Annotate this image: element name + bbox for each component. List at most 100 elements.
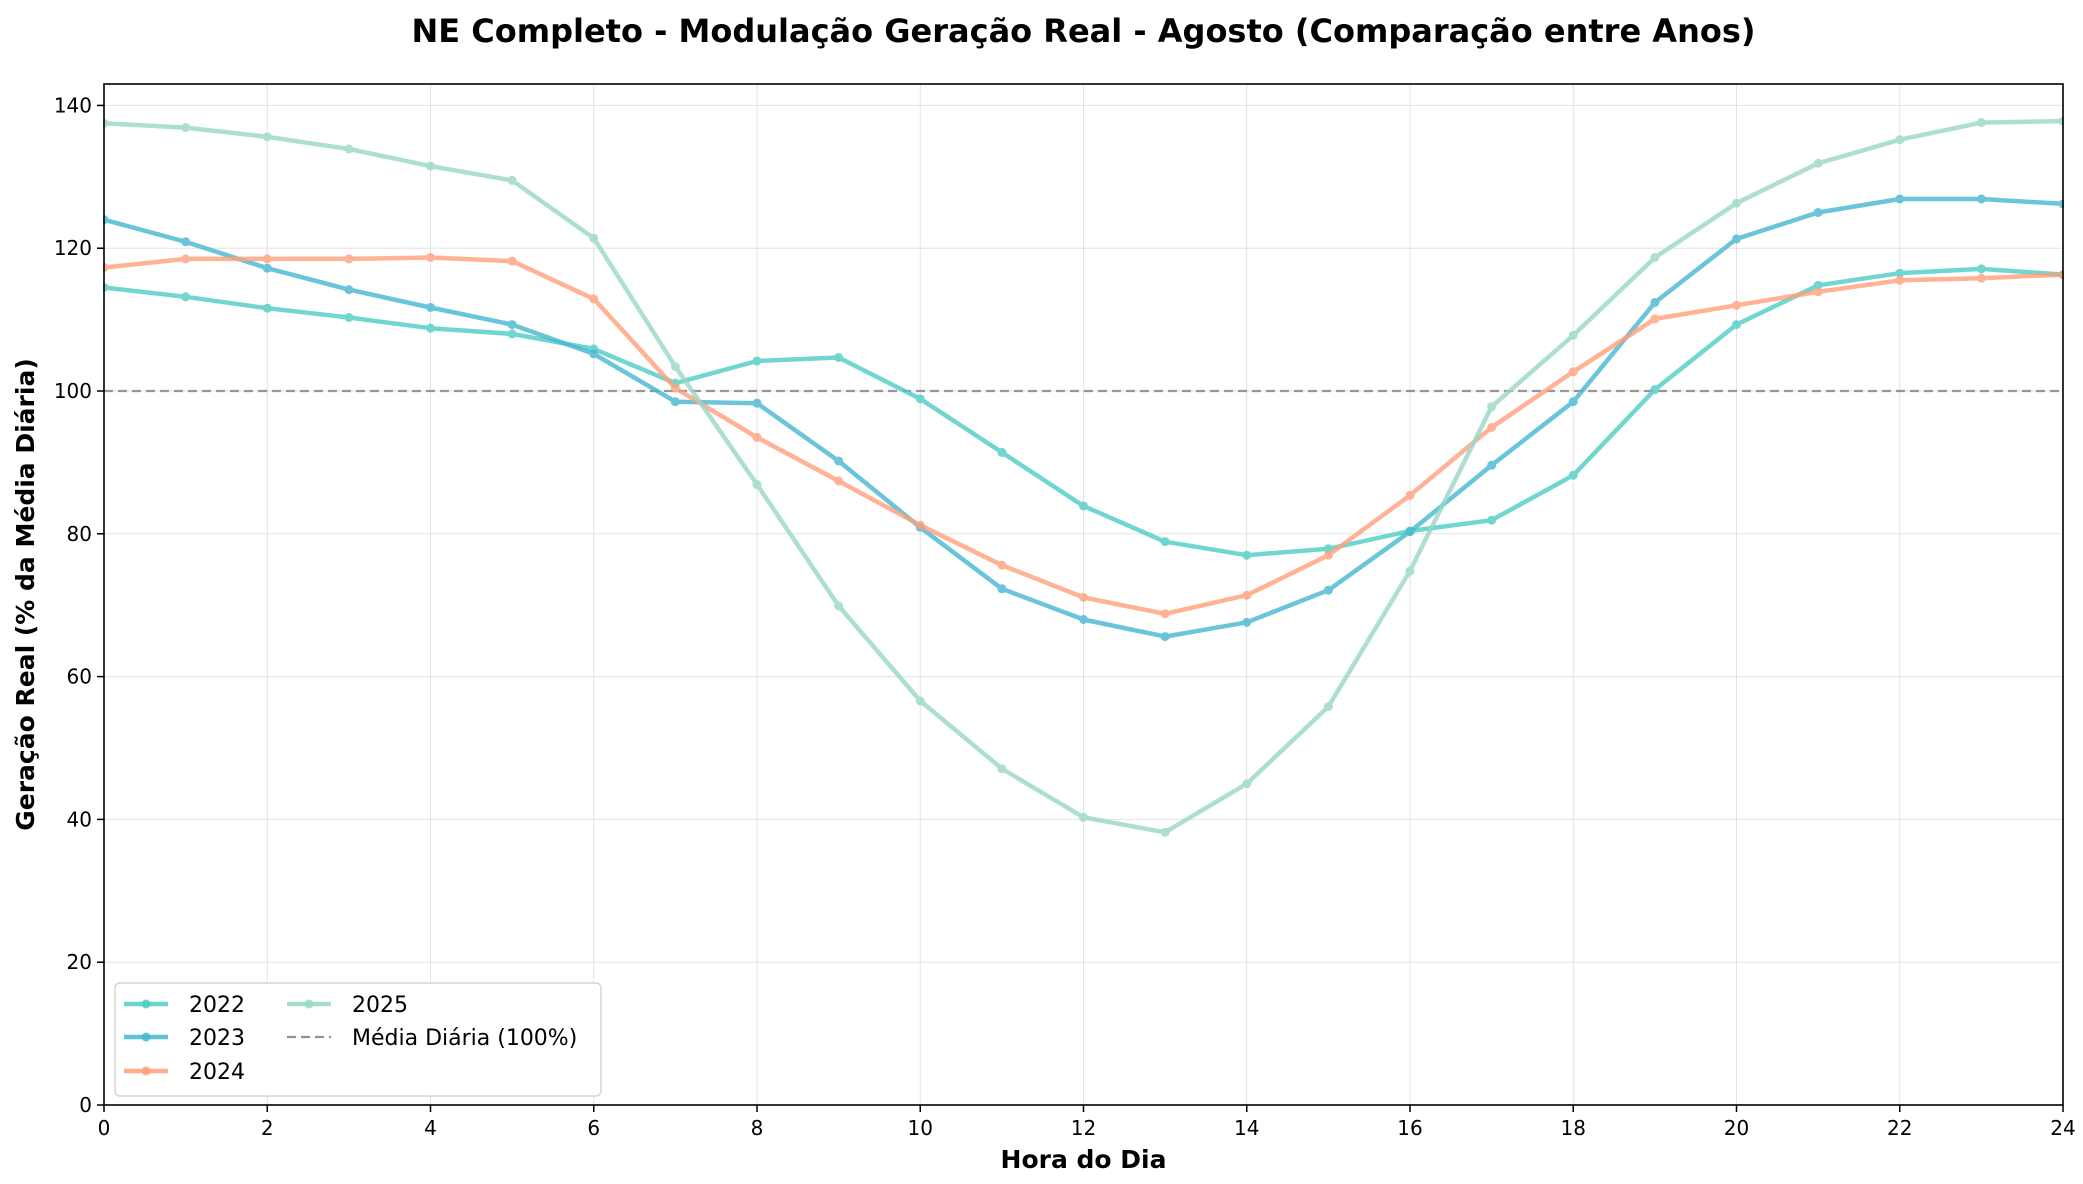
chart-title: NE Completo - Modulação Geração Real - A… xyxy=(411,12,1755,50)
legend-marker xyxy=(305,1000,314,1009)
data-point-2023 xyxy=(508,320,517,329)
data-point-2025 xyxy=(1324,702,1333,711)
data-point-2024 xyxy=(1814,287,1823,296)
y-tick-label: 80 xyxy=(67,522,92,546)
data-point-2024 xyxy=(1487,423,1496,432)
data-point-2025 xyxy=(1569,331,1578,340)
data-point-2022 xyxy=(916,394,925,403)
data-point-2023 xyxy=(1732,234,1741,243)
data-point-2022 xyxy=(1650,385,1659,394)
data-point-2024 xyxy=(1895,276,1904,285)
data-point-2022 xyxy=(1569,471,1578,480)
x-tick-label: 10 xyxy=(908,1116,933,1140)
data-point-2025 xyxy=(1242,779,1251,788)
data-point-2023 xyxy=(1569,397,1578,406)
data-point-2024 xyxy=(1732,301,1741,310)
data-point-2023 xyxy=(181,237,190,246)
legend-marker xyxy=(142,1067,151,1076)
data-point-2025 xyxy=(753,480,762,489)
data-point-2022 xyxy=(834,353,843,362)
x-tick-label: 2 xyxy=(261,1116,274,1140)
data-point-2022 xyxy=(426,324,435,333)
legend-label: 2023 xyxy=(189,1026,245,1051)
data-point-2024 xyxy=(671,384,680,393)
data-point-2024 xyxy=(1977,274,1986,283)
x-tick-label: 6 xyxy=(587,1116,600,1140)
data-point-2022 xyxy=(1487,516,1496,525)
data-point-2022 xyxy=(1242,551,1251,560)
x-tick-label: 8 xyxy=(751,1116,764,1140)
data-point-2023 xyxy=(1487,461,1496,470)
data-point-2023 xyxy=(426,303,435,312)
data-point-2024 xyxy=(1242,591,1251,600)
data-point-2025 xyxy=(1487,402,1496,411)
data-point-2024 xyxy=(1406,491,1415,500)
legend-label: 2024 xyxy=(189,1060,245,1085)
x-tick-label: 4 xyxy=(424,1116,437,1140)
data-point-2024 xyxy=(181,254,190,263)
data-point-2023 xyxy=(1161,632,1170,641)
data-point-2023 xyxy=(1079,615,1088,624)
data-point-2022 xyxy=(1977,264,1986,273)
data-point-2024 xyxy=(1079,593,1088,602)
data-point-2025 xyxy=(589,234,598,243)
x-tick-label: 16 xyxy=(1397,1116,1422,1140)
data-point-2023 xyxy=(671,397,680,406)
x-axis-label: Hora do Dia xyxy=(1001,1145,1167,1174)
data-point-2025 xyxy=(1650,253,1659,262)
data-point-2024 xyxy=(1650,314,1659,323)
data-point-2023 xyxy=(589,349,598,358)
data-point-2025 xyxy=(181,123,190,132)
data-point-2025 xyxy=(508,176,517,185)
data-point-2023 xyxy=(344,285,353,294)
y-tick-label: 40 xyxy=(67,807,92,831)
y-tick-label: 140 xyxy=(54,93,92,117)
data-point-2025 xyxy=(263,132,272,141)
data-point-2022 xyxy=(997,448,1006,457)
data-point-2025 xyxy=(1895,135,1904,144)
data-point-2023 xyxy=(1406,527,1415,536)
data-point-2023 xyxy=(263,264,272,273)
data-point-2025 xyxy=(1977,118,1986,127)
data-point-2024 xyxy=(589,294,598,303)
data-point-2025 xyxy=(1161,828,1170,837)
legend-marker xyxy=(142,1033,151,1042)
legend-label: 2025 xyxy=(352,993,408,1018)
data-point-2025 xyxy=(426,162,435,171)
data-point-2024 xyxy=(263,254,272,263)
y-tick-label: 120 xyxy=(54,236,92,260)
data-point-2025 xyxy=(1079,813,1088,822)
data-point-2022 xyxy=(1079,501,1088,510)
data-point-2025 xyxy=(1814,159,1823,168)
data-point-2025 xyxy=(834,601,843,610)
x-tick-label: 12 xyxy=(1071,1116,1096,1140)
x-tick-label: 0 xyxy=(98,1116,111,1140)
data-point-2024 xyxy=(753,433,762,442)
data-point-2024 xyxy=(508,257,517,266)
y-tick-label: 20 xyxy=(67,950,92,974)
data-point-2022 xyxy=(508,329,517,338)
legend: 2022202320242025Média Diária (100%) xyxy=(115,983,601,1096)
y-axis-label: Geração Real (% da Média Diária) xyxy=(11,358,40,831)
data-point-2023 xyxy=(1977,194,1986,203)
data-point-2023 xyxy=(753,399,762,408)
data-point-2024 xyxy=(1324,551,1333,560)
x-tick-label: 18 xyxy=(1561,1116,1586,1140)
legend-marker xyxy=(142,1000,151,1009)
x-tick-label: 24 xyxy=(2050,1116,2075,1140)
data-point-2023 xyxy=(1650,298,1659,307)
data-point-2025 xyxy=(671,362,680,371)
y-tick-label: 60 xyxy=(67,665,92,689)
data-point-2023 xyxy=(997,584,1006,593)
data-point-2022 xyxy=(753,357,762,366)
data-point-2025 xyxy=(997,764,1006,773)
data-point-2023 xyxy=(1814,208,1823,217)
data-point-2022 xyxy=(1732,320,1741,329)
y-tick-label: 100 xyxy=(54,379,92,403)
data-point-2022 xyxy=(263,304,272,313)
data-point-2022 xyxy=(1161,537,1170,546)
data-point-2025 xyxy=(1406,566,1415,575)
data-point-2024 xyxy=(1569,367,1578,376)
data-point-2024 xyxy=(997,561,1006,570)
data-point-2024 xyxy=(916,521,925,530)
